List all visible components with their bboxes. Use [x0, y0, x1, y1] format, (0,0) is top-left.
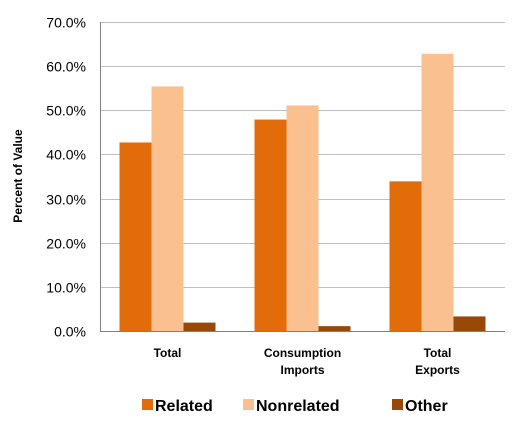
bar-related	[389, 181, 422, 331]
y-tick-label: 20.0%	[46, 236, 86, 252]
bar-nonrelated	[286, 105, 319, 332]
category-label: Total	[154, 346, 182, 360]
legend-item-other: Other	[392, 398, 448, 415]
bars	[119, 53, 486, 332]
bar-related	[119, 142, 152, 331]
bar-other	[318, 326, 351, 331]
legend-swatch	[142, 399, 153, 410]
legend-swatch	[243, 399, 254, 410]
category-label: Consumption Imports	[264, 346, 341, 377]
bar-other	[183, 322, 216, 331]
y-tick-label: 10.0%	[46, 280, 86, 296]
y-tick-label: 0.0%	[54, 324, 86, 340]
legend-label: Related	[155, 398, 213, 415]
axes	[100, 22, 505, 332]
y-tick-label: 70.0%	[46, 15, 86, 31]
legend-item-nonrelated: Nonrelated	[243, 398, 340, 415]
y-tick-label: 40.0%	[46, 147, 86, 163]
legend-label: Other	[405, 398, 448, 415]
bar-nonrelated	[421, 53, 454, 331]
y-tick-label: 50.0%	[46, 103, 86, 119]
y-tick-labels: 0.0% 10.0% 20.0% 30.0% 40.0% 50.0% 60.0% 70.0%	[46, 15, 86, 340]
y-tick-label: 60.0%	[46, 59, 86, 75]
category-label: Total Exports	[415, 346, 460, 377]
y-axis-label: Percent of Value	[11, 129, 25, 223]
y-tick-label: 30.0%	[46, 192, 86, 208]
legend-item-related: Related	[142, 398, 213, 415]
bar-nonrelated	[151, 86, 184, 331]
legend-label: Nonrelated	[256, 398, 340, 415]
legend: Related Nonrelated Other	[142, 398, 448, 415]
legend-swatch	[392, 399, 403, 410]
category-labels: Total Consumption Imports Total Exports	[154, 346, 461, 377]
bar-related	[254, 119, 287, 331]
bar-other	[453, 316, 486, 331]
